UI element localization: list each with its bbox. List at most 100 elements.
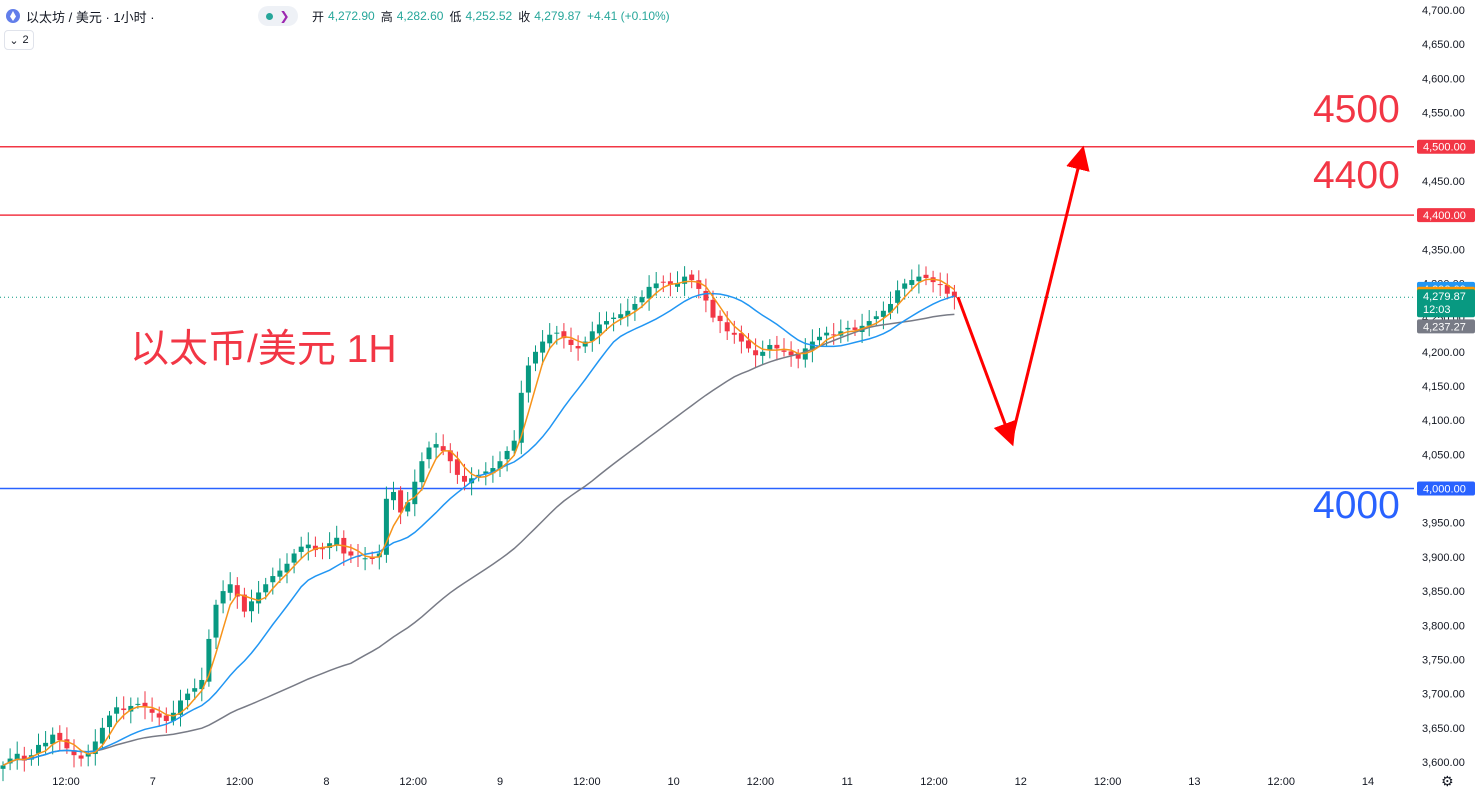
candle-body[interactable] xyxy=(78,755,84,759)
candle-body[interactable] xyxy=(589,331,595,342)
candle-body[interactable] xyxy=(774,344,780,349)
candle-body[interactable] xyxy=(909,280,915,285)
candle-body[interactable] xyxy=(206,638,212,682)
candle-body[interactable] xyxy=(277,570,283,577)
candle-body[interactable] xyxy=(738,333,744,342)
candle-body[interactable] xyxy=(611,317,617,320)
candle-body[interactable] xyxy=(639,297,645,303)
candle-body[interactable] xyxy=(625,310,631,317)
candle-body[interactable] xyxy=(483,471,489,474)
candle-body[interactable] xyxy=(824,332,830,336)
candle-body[interactable] xyxy=(433,444,439,448)
candle-body[interactable] xyxy=(263,584,269,593)
candle-body[interactable] xyxy=(604,321,609,325)
candle-body[interactable] xyxy=(50,734,56,745)
candle-body[interactable] xyxy=(7,758,13,764)
candle-body[interactable] xyxy=(852,327,858,330)
candle-body[interactable] xyxy=(653,283,659,289)
candle-body[interactable] xyxy=(107,715,112,728)
candle-body[interactable] xyxy=(873,316,879,320)
candle-body[interactable] xyxy=(398,490,404,513)
candle-body[interactable] xyxy=(632,303,638,310)
candle-body[interactable] xyxy=(724,322,730,332)
candle-body[interactable] xyxy=(43,742,49,747)
candle-body[interactable] xyxy=(462,475,467,482)
indicators-collapse-button[interactable]: ⌄ 2 xyxy=(4,30,34,50)
candle-body[interactable] xyxy=(944,285,950,294)
candle-body[interactable] xyxy=(831,334,837,336)
projection-down-arrow[interactable] xyxy=(956,296,1017,447)
candle-body[interactable] xyxy=(660,281,666,283)
candle-body[interactable] xyxy=(156,713,162,718)
candle-body[interactable] xyxy=(454,459,460,475)
candle-body[interactable] xyxy=(213,604,219,638)
candle-body[interactable] xyxy=(85,753,91,757)
candle-body[interactable] xyxy=(795,353,801,359)
candle-body[interactable] xyxy=(880,310,886,317)
candle-body[interactable] xyxy=(185,693,191,701)
candle-body[interactable] xyxy=(596,324,602,334)
candle-body[interactable] xyxy=(568,339,574,345)
candle-body[interactable] xyxy=(504,450,510,460)
candle-body[interactable] xyxy=(327,543,333,549)
candle-body[interactable] xyxy=(256,592,262,604)
candle-body[interactable] xyxy=(227,584,233,593)
candle-body[interactable] xyxy=(760,351,766,356)
candle-body[interactable] xyxy=(220,591,226,604)
candle-body[interactable] xyxy=(99,727,105,744)
candle-body[interactable] xyxy=(682,276,688,284)
candle-body[interactable] xyxy=(334,537,340,546)
candle-body[interactable] xyxy=(533,351,538,364)
candle-body[interactable] xyxy=(412,481,418,505)
candle-body[interactable] xyxy=(305,544,311,549)
candle-body[interactable] xyxy=(291,553,297,563)
candle-body[interactable] xyxy=(490,468,496,474)
candle-body[interactable] xyxy=(667,281,673,285)
symbol-legend[interactable]: 以太坊 / 美元 · 1小时 · xyxy=(6,6,155,26)
candle-body[interactable] xyxy=(405,502,411,512)
candle-body[interactable] xyxy=(426,447,432,460)
candle-body[interactable] xyxy=(561,331,567,339)
candle-body[interactable] xyxy=(163,715,169,721)
candle-body[interactable] xyxy=(71,750,77,756)
candle-body[interactable] xyxy=(646,286,652,299)
candle-body[interactable] xyxy=(128,705,134,712)
candle-body[interactable] xyxy=(696,280,702,289)
candle-body[interactable] xyxy=(547,334,553,344)
symbol-title[interactable]: 以太坊 / 美元 · 1小时 · xyxy=(26,9,155,25)
candle-body[interactable] xyxy=(710,299,716,318)
projection-up-arrow[interactable] xyxy=(1009,145,1090,442)
candle-body[interactable] xyxy=(298,546,304,552)
candle-body[interactable] xyxy=(525,365,531,393)
candle-body[interactable] xyxy=(64,739,70,749)
candle-body[interactable] xyxy=(845,327,851,330)
candle-body[interactable] xyxy=(391,491,396,501)
candle-body[interactable] xyxy=(114,707,120,714)
candle-body[interactable] xyxy=(320,548,325,550)
candle-body[interactable] xyxy=(362,558,368,560)
candle-body[interactable] xyxy=(788,351,794,356)
candle-body[interactable] xyxy=(178,700,183,715)
candle-body[interactable] xyxy=(284,563,290,573)
candle-body[interactable] xyxy=(36,744,41,754)
candle-body[interactable] xyxy=(937,284,943,286)
candle-body[interactable] xyxy=(511,440,517,451)
candle-body[interactable] xyxy=(121,708,127,711)
candle-body[interactable] xyxy=(675,283,680,287)
candle-body[interactable] xyxy=(554,332,560,334)
candle-body[interactable] xyxy=(767,344,773,350)
candle-body[interactable] xyxy=(951,291,957,298)
candle-body[interactable] xyxy=(753,350,759,356)
candle-body[interactable] xyxy=(270,576,276,583)
candle-body[interactable] xyxy=(895,290,901,303)
candle-body[interactable] xyxy=(916,276,922,282)
candle-body[interactable] xyxy=(234,585,240,597)
candle-body[interactable] xyxy=(618,314,624,319)
candle-body[interactable] xyxy=(689,274,695,281)
candle-body[interactable] xyxy=(369,557,375,559)
candle-body[interactable] xyxy=(170,712,176,721)
candle-body[interactable] xyxy=(902,283,908,289)
candle-body[interactable] xyxy=(383,498,389,555)
candle-body[interactable] xyxy=(888,303,893,313)
